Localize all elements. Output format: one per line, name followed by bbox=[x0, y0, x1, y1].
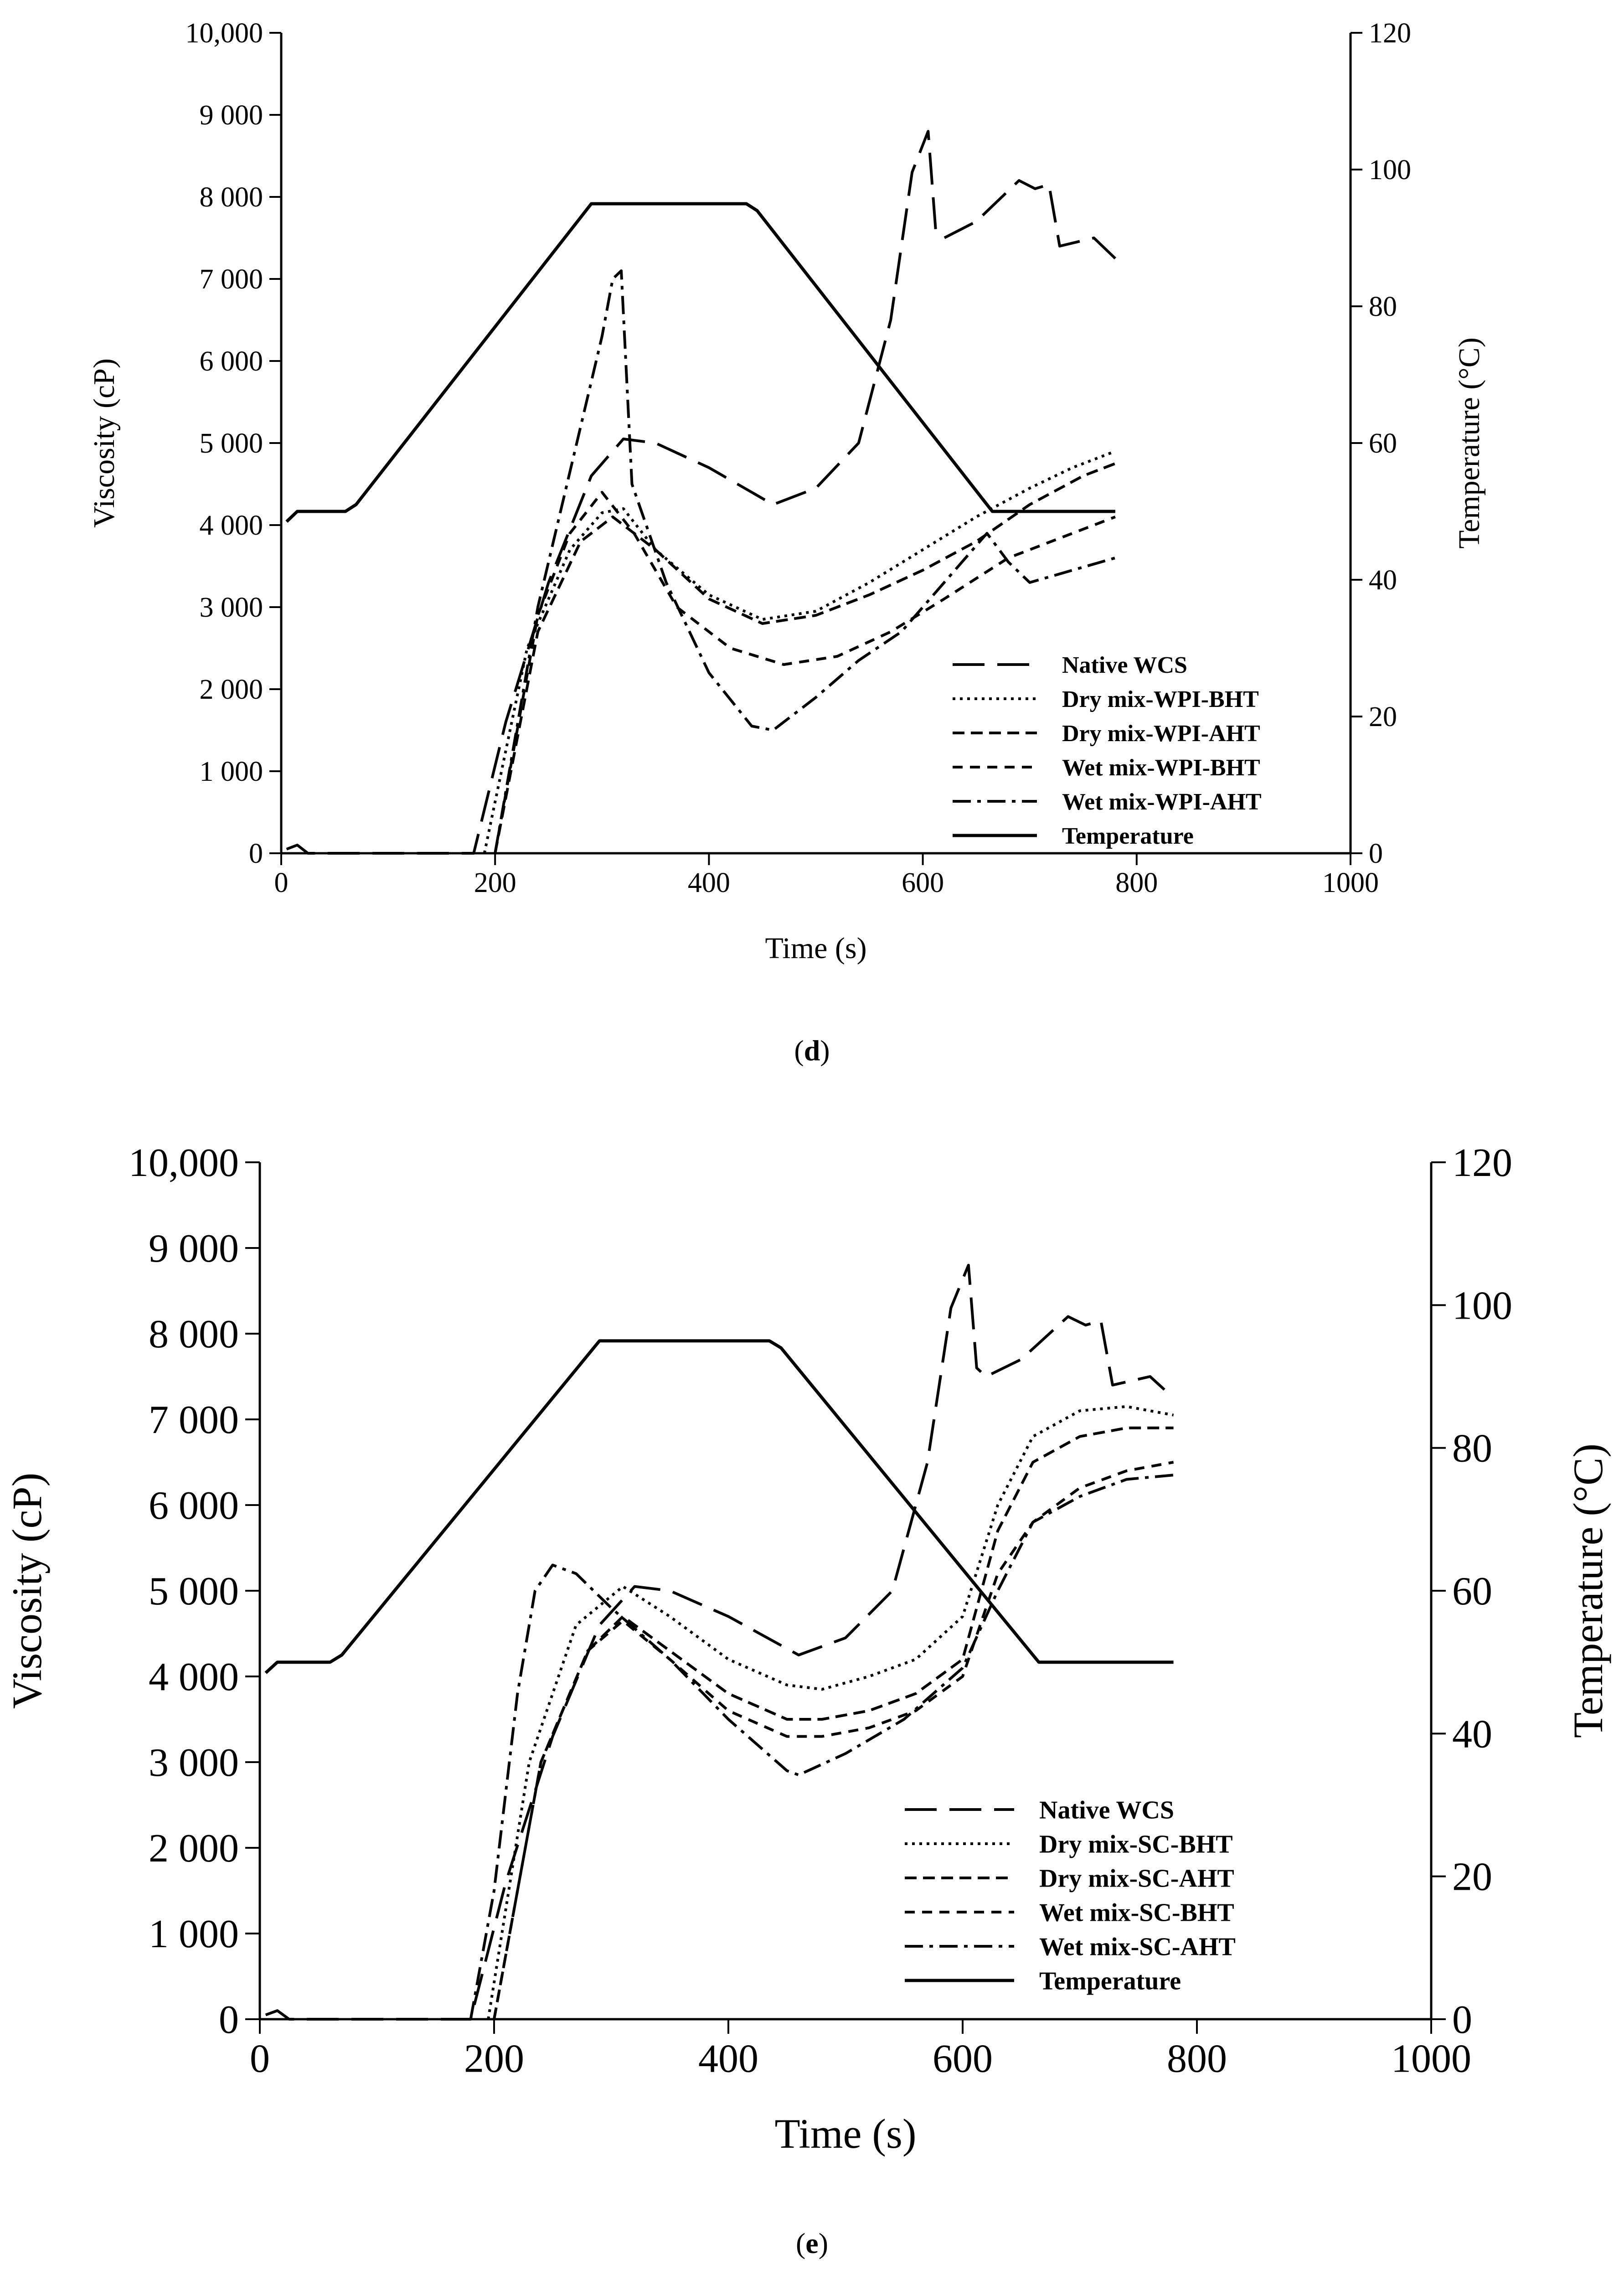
y-tick-label-e-2: 2 000 bbox=[149, 1826, 239, 1871]
y2-tick-label-e-4: 80 bbox=[1452, 1427, 1492, 1471]
y-axis-title-e: Viscosity (cP) bbox=[4, 1473, 50, 1709]
y-tick-label-e-7: 7 000 bbox=[149, 1398, 239, 1442]
caption-e: (e) bbox=[795, 2227, 829, 2259]
legend-label-e-wet-mix-sc-bht: Wet mix-SC-BHT bbox=[1039, 1899, 1234, 1927]
y-tick-label-d-7: 7 000 bbox=[200, 264, 263, 295]
series-line-d-temperature bbox=[285, 202, 1115, 523]
y2-tick-label-e-0: 0 bbox=[1452, 1998, 1472, 2042]
x-axis-title-d: Time (s) bbox=[765, 932, 866, 965]
series-line-d-wet-mix-wpi-bht bbox=[494, 491, 1116, 854]
y-tick-label-e-10: 10,000 bbox=[129, 1141, 239, 1185]
y-tick-label-d-8: 8 000 bbox=[200, 182, 263, 213]
x-tick-label-e-1: 200 bbox=[464, 2037, 524, 2081]
y-tick-label-e-5: 5 000 bbox=[149, 1569, 239, 1614]
y-tick-label-e-4: 4 000 bbox=[149, 1655, 239, 1699]
legend-label-d-dry-mix-wpi-bht: Dry mix-WPI-BHT bbox=[1062, 686, 1259, 712]
series-line-e-native-wcs bbox=[265, 1263, 1175, 2021]
series-line-e-wet-mix-sc-bht bbox=[493, 1461, 1174, 2020]
y-tick-label-e-0: 0 bbox=[219, 1998, 239, 2042]
chart-panel-e: 0 200 400 600 800 1000 0 1 000 2 000 3 000 4 000 5 … bbox=[0, 1108, 1624, 2274]
y-tick-label-d-10: 10,000 bbox=[186, 18, 263, 49]
y-tick-label-d-1: 1 000 bbox=[200, 756, 263, 787]
y-tick-label-d-4: 4 000 bbox=[200, 510, 263, 541]
y2-tick-label-d-4: 80 bbox=[1369, 291, 1397, 322]
legend-label-e-dry-mix-sc-aht: Dry mix-SC-AHT bbox=[1039, 1865, 1234, 1893]
caption-d-letter: d bbox=[804, 1034, 820, 1067]
x-tick-label-d-4: 800 bbox=[1115, 867, 1158, 898]
y2-tick-label-d-0: 0 bbox=[1369, 838, 1383, 869]
y2-tick-label-e-1: 20 bbox=[1452, 1855, 1492, 1899]
legend-label-d-wet-mix-wpi-aht: Wet mix-WPI-AHT bbox=[1062, 789, 1262, 815]
chart-panel-d: 0 200 400 600 800 1000 0 1 000 2 000 3 000 4 000 5 … bbox=[0, 0, 1624, 1108]
y2-tick-label-e-3: 60 bbox=[1452, 1569, 1492, 1614]
legend-label-e-wet-mix-sc-aht: Wet mix-SC-AHT bbox=[1039, 1933, 1236, 1961]
x-tick-label-d-3: 600 bbox=[902, 867, 944, 898]
caption-d: (d) bbox=[794, 1034, 830, 1067]
x-tick-label-d-5: 1000 bbox=[1322, 867, 1379, 898]
series-line-e-temperature bbox=[264, 1339, 1174, 1674]
y2-tick-label-e-6: 120 bbox=[1452, 1141, 1512, 1185]
x-tick-label-e-4: 800 bbox=[1167, 2037, 1227, 2081]
y2-tick-label-d-6: 120 bbox=[1369, 18, 1411, 49]
series-line-d-wet-mix-wpi-aht bbox=[494, 269, 1116, 854]
legend-label-d-temperature: Temperature bbox=[1062, 823, 1194, 849]
legend-label-d-wet-mix-wpi-bht: Wet mix-WPI-BHT bbox=[1062, 755, 1260, 781]
y-tick-label-d-3: 3 000 bbox=[200, 592, 263, 623]
x-tick-label-e-0: 0 bbox=[250, 2037, 270, 2081]
y2-tick-label-e-2: 40 bbox=[1452, 1712, 1492, 1756]
y-axis-title-d: Viscosity (cP) bbox=[88, 358, 121, 528]
caption-e-letter: e bbox=[805, 2227, 819, 2259]
series-line-e-dry-mix-sc-bht bbox=[487, 1405, 1174, 2020]
y2-tick-label-d-1: 20 bbox=[1369, 701, 1397, 732]
y-tick-label-e-1: 1 000 bbox=[149, 1912, 239, 1956]
y-tick-label-d-5: 5 000 bbox=[200, 428, 263, 459]
legend-label-e-dry-mix-sc-bht: Dry mix-SC-BHT bbox=[1039, 1831, 1233, 1859]
series-line-d-native-wcs bbox=[286, 130, 1116, 855]
x-tick-label-e-3: 600 bbox=[933, 2037, 993, 2081]
y2-tick-label-d-5: 100 bbox=[1369, 155, 1411, 186]
y-tick-label-e-6: 6 000 bbox=[149, 1484, 239, 1528]
y-tick-label-e-3: 3 000 bbox=[149, 1741, 239, 1785]
series-line-e-wet-mix-sc-aht bbox=[469, 1474, 1174, 2020]
y2-tick-label-e-5: 100 bbox=[1452, 1284, 1512, 1328]
legend-label-d-dry-mix-wpi-aht: Dry mix-WPI-AHT bbox=[1062, 721, 1260, 747]
series-line-e-dry-mix-sc-aht bbox=[493, 1426, 1174, 2020]
series-line-d-dry-mix-wpi-aht bbox=[494, 462, 1116, 854]
x-tick-label-d-0: 0 bbox=[274, 867, 289, 898]
x-tick-label-e-5: 1000 bbox=[1391, 2037, 1471, 2081]
y-tick-label-d-9: 9 000 bbox=[200, 100, 263, 131]
y2-tick-label-d-3: 60 bbox=[1369, 428, 1397, 459]
legend-label-e-temperature: Temperature bbox=[1039, 1967, 1181, 1996]
x-tick-label-e-2: 400 bbox=[698, 2037, 758, 2081]
x-axis-title-e: Time (s) bbox=[775, 2110, 917, 2157]
legend-label-e-native-wcs: Native WCS bbox=[1039, 1796, 1174, 1825]
y-tick-label-e-8: 8 000 bbox=[149, 1312, 239, 1356]
y-tick-label-d-6: 6 000 bbox=[200, 346, 263, 377]
x-tick-label-d-1: 200 bbox=[474, 867, 516, 898]
y-tick-label-e-9: 9 000 bbox=[149, 1227, 239, 1271]
y2-axis-title-d: Temperature (°C) bbox=[1453, 337, 1486, 548]
y2-tick-label-d-2: 40 bbox=[1369, 565, 1397, 596]
legend-label-d-native-wcs: Native WCS bbox=[1062, 652, 1187, 678]
y-tick-label-d-2: 2 000 bbox=[200, 674, 263, 705]
y2-axis-title-e: Temperature (°C) bbox=[1565, 1444, 1611, 1738]
y-tick-label-d-0: 0 bbox=[249, 838, 263, 869]
x-tick-label-d-2: 400 bbox=[688, 867, 730, 898]
